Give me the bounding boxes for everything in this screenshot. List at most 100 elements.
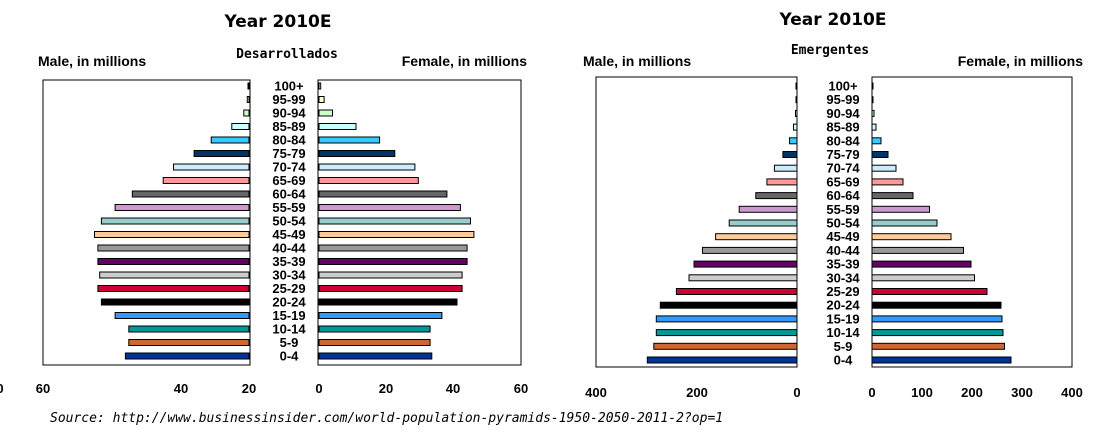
age-label-85-89: 85-89 [826, 120, 859, 135]
chart-1-left-label: Male, in millions [38, 53, 146, 69]
female-bar-80-84 [871, 137, 882, 145]
female-bar-10-14 [871, 329, 1004, 337]
female-bar-10-14 [318, 325, 431, 333]
male-bar-10-14 [655, 329, 798, 337]
female-bar-5-9 [871, 342, 1005, 350]
male-bar-40-44 [702, 246, 798, 254]
age-label-65-69: 65-69 [826, 174, 859, 189]
age-label-5-9: 5-9 [280, 335, 299, 350]
female-axis-tick: 400 [1061, 385, 1083, 400]
male-bar-95-99 [246, 96, 250, 103]
female-axis-tick: 0 [868, 385, 875, 400]
female-bar-15-19 [871, 315, 1003, 323]
chart-1-female-frame [317, 79, 522, 366]
male-bar-90-94 [795, 109, 798, 117]
male-bar-25-29 [97, 285, 250, 292]
male-bar-10-14 [128, 325, 250, 333]
age-label-85-89: 85-89 [272, 119, 305, 134]
female-bar-60-64 [871, 192, 914, 200]
age-label-30-34: 30-34 [826, 270, 860, 285]
female-bar-75-79 [318, 150, 396, 157]
age-label-25-29: 25-29 [272, 281, 305, 296]
male-bar-35-39 [693, 260, 798, 268]
chart-1-right-label: Female, in millions [402, 53, 527, 69]
source-note: Source: http://www.businessinsider.com/w… [50, 411, 724, 426]
age-label-55-59: 55-59 [826, 202, 859, 217]
female-bar-5-9 [318, 339, 431, 346]
age-label-30-34: 30-34 [272, 268, 306, 283]
age-label-50-54: 50-54 [272, 214, 306, 229]
female-bar-45-49 [318, 231, 475, 238]
female-bar-45-49 [871, 233, 952, 241]
male-bar-60-64 [755, 192, 798, 200]
chart-1-subtitle: Desarrollados [236, 47, 338, 62]
age-label-55-59: 55-59 [272, 200, 305, 215]
female-bar-100+ [318, 82, 322, 90]
male-axis-tick: 0 [793, 385, 800, 400]
chart-2-left-label: Male, in millions [583, 53, 691, 69]
age-label-45-49: 45-49 [272, 227, 305, 242]
chart-1-age-labels: 100+95-9990-9485-8980-8475-7970-7465-696… [272, 79, 306, 364]
age-label-40-44: 40-44 [826, 243, 860, 258]
female-bar-40-44 [871, 246, 964, 254]
age-label-35-39: 35-39 [272, 254, 305, 269]
female-axis-tick: 20 [379, 381, 393, 396]
age-label-15-19: 15-19 [272, 308, 305, 323]
age-label-45-49: 45-49 [826, 229, 859, 244]
age-label-0-4: 0-4 [834, 353, 854, 368]
chart-2-subtitle: Emergentes [791, 43, 869, 58]
age-label-40-44: 40-44 [272, 241, 306, 256]
female-bar-50-54 [318, 217, 471, 225]
female-bar-65-69 [318, 177, 419, 184]
chart-2-age-labels: 100+95-9990-9485-8980-8475-7970-7465-696… [826, 79, 860, 368]
male-bar-75-79 [782, 151, 798, 158]
male-bar-45-49 [715, 233, 798, 241]
age-label-20-24: 20-24 [272, 295, 306, 310]
female-axis-tick: 200 [961, 385, 983, 400]
age-label-80-84: 80-84 [272, 133, 306, 148]
female-bar-15-19 [318, 312, 443, 319]
age-label-5-9: 5-9 [834, 339, 853, 354]
chart-emergentes: Year 2010E Emergentes Male, in millions … [583, 10, 1083, 400]
chart-2-male-bars [646, 82, 798, 364]
age-label-35-39: 35-39 [826, 257, 859, 272]
female-bar-25-29 [871, 288, 988, 295]
female-bar-0-4 [871, 356, 1012, 364]
male-axis-tick: 400 [585, 385, 607, 400]
female-bar-70-74 [871, 164, 897, 172]
male-axis-tick: 0 [0, 381, 4, 396]
male-bar-20-24 [100, 298, 250, 306]
chart-2-title: Year 2010E [779, 10, 887, 30]
age-label-60-64: 60-64 [826, 188, 860, 203]
chart-1-title: Year 2010E [224, 12, 332, 32]
female-axis-tick: 100 [911, 385, 933, 400]
female-bar-55-59 [871, 205, 930, 213]
male-bar-75-79 [193, 150, 250, 157]
female-axis-tick: 300 [1011, 385, 1033, 400]
male-bar-80-84 [210, 136, 250, 144]
age-label-80-84: 80-84 [826, 133, 860, 148]
female-bar-20-24 [318, 298, 458, 306]
male-axis-tick: 40 [174, 381, 188, 396]
male-bar-15-19 [655, 315, 798, 323]
male-axis-tick: 200 [686, 385, 708, 400]
female-bar-75-79 [871, 151, 889, 158]
male-bar-0-4 [646, 356, 798, 364]
male-bar-85-89 [793, 123, 798, 131]
male-bar-100+ [247, 82, 250, 90]
age-label-90-94: 90-94 [272, 106, 306, 121]
female-bar-35-39 [318, 258, 468, 265]
male-bar-80-84 [789, 137, 798, 145]
male-axis-tick: 60 [36, 381, 50, 396]
age-label-65-69: 65-69 [272, 173, 305, 188]
male-bar-55-59 [738, 205, 798, 213]
age-label-10-14: 10-14 [826, 325, 860, 340]
female-bar-65-69 [871, 178, 904, 186]
age-label-100+: 100+ [274, 79, 304, 94]
female-bar-30-34 [871, 274, 975, 282]
chart-2-right-label: Female, in millions [958, 53, 1083, 69]
female-bar-80-84 [318, 136, 381, 144]
male-bar-50-54 [100, 217, 250, 225]
age-label-15-19: 15-19 [826, 311, 859, 326]
